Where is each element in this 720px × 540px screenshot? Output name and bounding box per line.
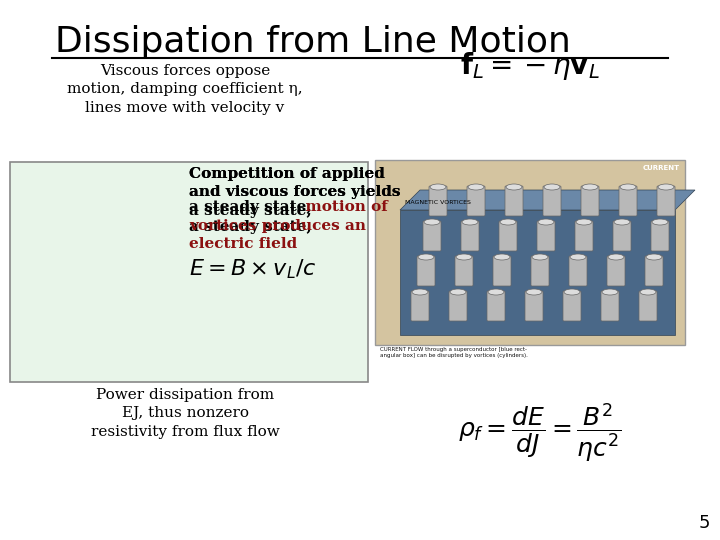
Ellipse shape [412,289,428,295]
Text: Competition of applied
and viscous forces yields: Competition of applied and viscous force… [189,167,400,199]
FancyBboxPatch shape [537,221,555,251]
FancyBboxPatch shape [505,186,523,216]
Ellipse shape [500,219,516,225]
Text: Viscous forces oppose
motion, damping coefficient η,
lines move with velocity v: Viscous forces oppose motion, damping co… [67,64,303,115]
FancyBboxPatch shape [607,256,625,286]
Polygon shape [400,210,675,335]
Ellipse shape [582,184,598,190]
FancyBboxPatch shape [563,291,581,321]
Text: motion of: motion of [295,200,388,214]
Ellipse shape [456,254,472,260]
Ellipse shape [602,289,618,295]
Ellipse shape [576,219,592,225]
FancyBboxPatch shape [10,162,368,382]
FancyBboxPatch shape [417,256,435,286]
Ellipse shape [488,289,504,295]
FancyBboxPatch shape [581,186,599,216]
Ellipse shape [640,289,656,295]
FancyBboxPatch shape [461,221,479,251]
Ellipse shape [614,219,630,225]
Ellipse shape [526,289,542,295]
Ellipse shape [424,219,440,225]
FancyBboxPatch shape [601,291,619,321]
Ellipse shape [570,254,586,260]
Text: MAGNETIC VORTICES: MAGNETIC VORTICES [405,200,471,205]
Text: Dissipation from Line Motion: Dissipation from Line Motion [55,25,571,59]
Ellipse shape [462,219,478,225]
FancyBboxPatch shape [639,291,657,321]
Text: a steady state,: a steady state, [189,200,312,214]
FancyBboxPatch shape [375,160,685,345]
FancyBboxPatch shape [467,186,485,216]
FancyBboxPatch shape [531,256,549,286]
Ellipse shape [506,184,522,190]
FancyBboxPatch shape [429,186,447,216]
FancyBboxPatch shape [499,221,517,251]
Ellipse shape [608,254,624,260]
Text: a steady state,: a steady state, [189,220,312,234]
FancyBboxPatch shape [411,291,429,321]
FancyBboxPatch shape [543,186,561,216]
Ellipse shape [658,184,674,190]
Text: Power dissipation from
EJ, thus nonzero
resistivity from flux flow: Power dissipation from EJ, thus nonzero … [91,388,279,439]
Text: 5: 5 [698,514,710,532]
Ellipse shape [564,289,580,295]
FancyBboxPatch shape [613,221,631,251]
Text: $\rho_f = \dfrac{dE}{dJ} = \dfrac{B^2}{\eta c^2}$: $\rho_f = \dfrac{dE}{dJ} = \dfrac{B^2}{\… [458,402,622,464]
Text: CURRENT: CURRENT [643,165,680,171]
Text: $\mathbf{f}_L = -\eta\mathbf{v}_L$: $\mathbf{f}_L = -\eta\mathbf{v}_L$ [460,50,600,82]
FancyBboxPatch shape [619,186,637,216]
Ellipse shape [532,254,548,260]
Polygon shape [400,190,695,210]
Ellipse shape [652,219,668,225]
Ellipse shape [450,289,466,295]
Ellipse shape [620,184,636,190]
Ellipse shape [418,254,434,260]
Ellipse shape [494,254,510,260]
FancyBboxPatch shape [487,291,505,321]
Ellipse shape [544,184,560,190]
Ellipse shape [646,254,662,260]
FancyBboxPatch shape [569,256,587,286]
Ellipse shape [538,219,554,225]
FancyBboxPatch shape [493,256,511,286]
Text: Competition of applied
and viscous forces yields
a steady state,: Competition of applied and viscous force… [189,167,400,218]
FancyBboxPatch shape [455,256,473,286]
Text: CURRENT FLOW through a superconductor [blue rect-
angular box] can be disrupted : CURRENT FLOW through a superconductor [b… [380,347,528,358]
FancyBboxPatch shape [525,291,543,321]
Ellipse shape [468,184,484,190]
FancyBboxPatch shape [449,291,467,321]
FancyBboxPatch shape [651,221,669,251]
Text: $E = B \times v_L/c$: $E = B \times v_L/c$ [189,257,317,281]
Text: vortices produces an
electric field: vortices produces an electric field [189,219,366,252]
FancyBboxPatch shape [575,221,593,251]
FancyBboxPatch shape [645,256,663,286]
FancyBboxPatch shape [657,186,675,216]
FancyBboxPatch shape [423,221,441,251]
Ellipse shape [430,184,446,190]
